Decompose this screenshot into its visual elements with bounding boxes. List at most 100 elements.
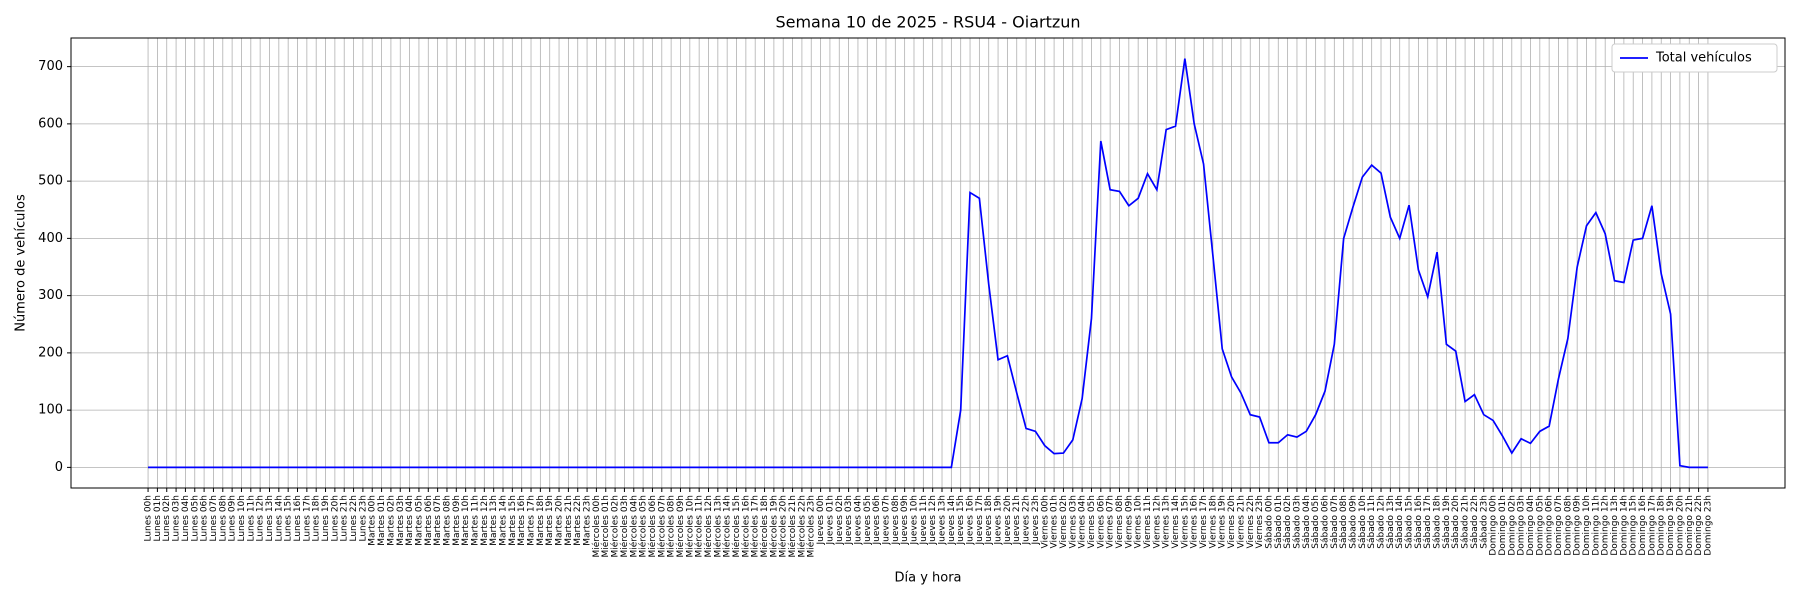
x-tick-label: Domingo 05h [1535, 495, 1545, 556]
x-tick-label: Martes 18h [536, 495, 546, 546]
x-tick-label: Jueves 23h [1031, 495, 1041, 545]
x-tick-label: Sábado 22h [1470, 495, 1480, 549]
x-tick-label: Lunes 19h [321, 495, 331, 542]
x-tick-label: Sábado 04h [1302, 495, 1312, 549]
x-tick-label: Martes 03h [396, 495, 406, 546]
x-tick-label: Martes 06h [424, 495, 434, 546]
x-tick-label: Miércoles 00h [591, 495, 602, 558]
x-tick-label: Jueves 21h [1012, 495, 1022, 545]
x-tick-label: Viernes 06h [1096, 495, 1106, 549]
x-tick-label: Domingo 12h [1601, 495, 1611, 556]
x-tick-label: Jueves 15h [956, 495, 966, 545]
x-tick-label: Viernes 18h [1208, 495, 1218, 549]
x-tick-label: Lunes 05h [190, 495, 200, 542]
x-tick-label: Viernes 04h [1078, 495, 1088, 549]
x-tick-label: Domingo 14h [1619, 495, 1629, 556]
x-tick-label: Viernes 20h [1227, 495, 1237, 549]
x-tick-label: Jueves 11h [919, 495, 929, 545]
x-tick-label: Viernes 07h [1106, 495, 1116, 549]
x-tick-label: Sábado 12h [1377, 495, 1387, 549]
x-tick-label: Viernes 19h [1218, 495, 1228, 549]
x-tick-label: Miércoles 11h [694, 495, 705, 558]
x-tick-label: Domingo 07h [1554, 495, 1564, 556]
x-tick-label: Martes 10h [461, 495, 471, 546]
x-tick-label: Lunes 13h [265, 495, 275, 542]
x-tick-label: Viernes 05h [1087, 495, 1097, 549]
x-tick-label: Martes 00h [368, 495, 378, 546]
x-tick-label: Lunes 16h [293, 495, 303, 542]
x-tick-label: Viernes 15h [1180, 495, 1190, 549]
x-tick-label: Domingo 08h [1563, 495, 1573, 556]
x-tick-label: Sábado 18h [1433, 495, 1443, 549]
x-tick-label: Jueves 00h [816, 495, 826, 545]
x-axis-label: Día y hora [894, 571, 961, 586]
plot-frame [70, 37, 1786, 489]
x-tick-label: Miércoles 21h [787, 495, 798, 558]
x-tick-label: Sábado 15h [1405, 495, 1415, 549]
x-tick-label: Martes 08h [442, 495, 452, 546]
x-tick-label: Domingo 02h [1507, 495, 1517, 556]
x-tick-label: Lunes 17h [302, 495, 312, 542]
x-tick-label: Lunes 07h [209, 495, 219, 542]
x-tick-label: Lunes 23h [358, 495, 368, 542]
x-tick-label: Domingo 10h [1582, 495, 1592, 556]
x-tick-label: Sábado 13h [1386, 495, 1396, 549]
x-tick-label: Miércoles 12h [703, 495, 714, 558]
x-tick-label: Lunes 08h [218, 495, 228, 542]
x-tick-label: Miércoles 17h [750, 495, 761, 558]
x-tick-label: Domingo 16h [1638, 495, 1648, 556]
x-tick-label: Miércoles 16h [740, 495, 751, 558]
legend-label: Total vehículos [1655, 51, 1752, 66]
x-tick-label: Jueves 16h [966, 495, 976, 545]
x-tick-label: Jueves 18h [984, 495, 994, 545]
x-tick-label: Lunes 06h [200, 495, 210, 542]
x-tick-label: Miércoles 05h [638, 495, 649, 558]
x-tick-label: Sábado 05h [1311, 495, 1321, 549]
x-tick-label: Martes 04h [405, 495, 415, 546]
x-tick-label: Domingo 06h [1545, 495, 1555, 556]
x-tick-label: Miércoles 13h [712, 495, 723, 558]
x-tick-label: Lunes 10h [237, 495, 247, 542]
x-tick-label: Sábado 03h [1292, 495, 1302, 549]
x-tick-label: Lunes 03h [172, 495, 182, 542]
x-tick-label: Martes 17h [527, 495, 537, 546]
x-tick-label: Lunes 02h [162, 495, 172, 542]
y-tick-label: 0 [55, 460, 63, 475]
x-tick-label: Sábado 21h [1461, 495, 1471, 549]
x-tick-label: Lunes 12h [256, 495, 266, 542]
x-tick-label: Lunes 00h [144, 495, 154, 542]
y-tick-label: 600 [38, 116, 63, 131]
x-tick-label: Jueves 14h [947, 495, 957, 545]
x-tick-label: Viernes 08h [1115, 495, 1125, 549]
x-tick-label: Jueves 05h [863, 495, 873, 545]
x-tick-label: Martes 20h [555, 495, 565, 546]
x-tick-label: Sábado 16h [1414, 495, 1424, 549]
x-tick-label: Jueves 03h [844, 495, 854, 545]
x-tick-label: Sábado 14h [1395, 495, 1405, 549]
x-tick-label: Viernes 14h [1171, 495, 1181, 549]
x-tick-label: Lunes 21h [340, 495, 350, 542]
x-tick-label: Lunes 11h [246, 495, 256, 542]
x-tick-label: Sábado 00h [1264, 495, 1274, 549]
y-tick-label: 700 [38, 59, 63, 74]
x-tick-label: Miércoles 01h [600, 495, 611, 558]
x-tick-label: Miércoles 19h [768, 495, 779, 558]
x-tick-label: Domingo 23h [1703, 495, 1713, 556]
x-tick-label: Martes 16h [517, 495, 527, 546]
x-tick-label: Martes 07h [433, 495, 443, 546]
x-tick-label: Miércoles 06h [647, 495, 658, 558]
x-tick-label: Sábado 20h [1451, 495, 1461, 549]
x-tick-label: Martes 09h [452, 495, 462, 546]
x-tick-label: Domingo 01h [1498, 495, 1508, 556]
x-tick-label: Viernes 02h [1059, 495, 1069, 549]
x-tick-label: Domingo 17h [1647, 495, 1657, 556]
x-tick-label: Domingo 11h [1591, 495, 1601, 556]
x-tick-label: Sábado 09h [1348, 495, 1358, 549]
x-tick-label: Jueves 20h [1003, 495, 1013, 545]
x-tick-label: Lunes 15h [284, 495, 294, 542]
y-tick-label: 200 [38, 345, 63, 360]
legend-box [1611, 43, 1778, 73]
x-tick-label: Viernes 13h [1162, 495, 1172, 549]
y-tick-label: 500 [38, 174, 63, 189]
